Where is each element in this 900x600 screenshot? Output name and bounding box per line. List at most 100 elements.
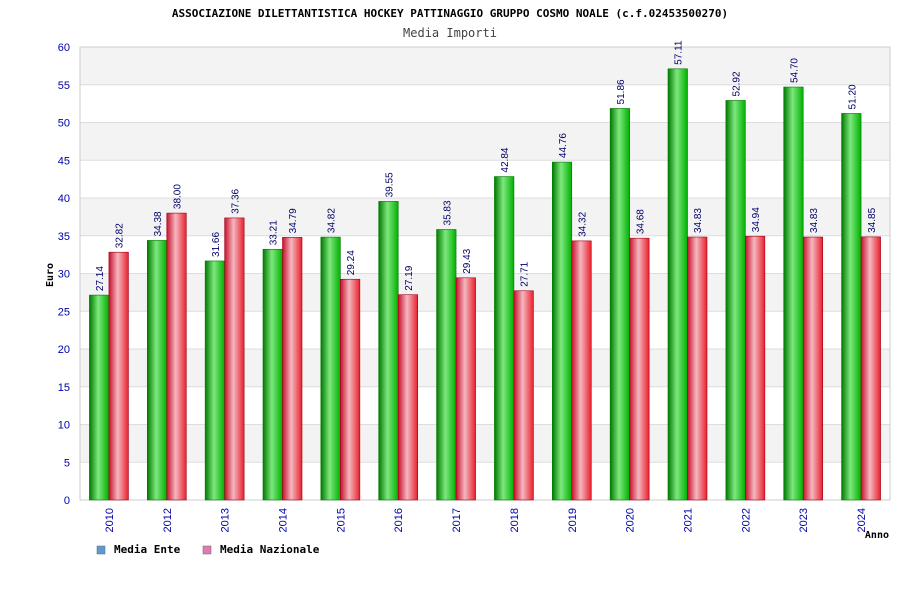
y-tick-label: 45 bbox=[58, 155, 70, 167]
x-tick-label: 2016 bbox=[393, 508, 405, 532]
legend: Media Ente Media Nazionale bbox=[96, 543, 320, 556]
bar-media-nazionale bbox=[340, 278, 361, 501]
bar-media-ente bbox=[551, 161, 573, 501]
y-tick-label: 20 bbox=[58, 344, 70, 356]
grid-band bbox=[80, 198, 890, 236]
y-tick-label: 50 bbox=[58, 118, 70, 130]
data-label: 29.43 bbox=[462, 248, 473, 273]
bar-media-nazionale bbox=[860, 236, 881, 501]
data-label: 27.19 bbox=[404, 265, 415, 290]
grid-band bbox=[80, 424, 890, 463]
data-label: 44.76 bbox=[558, 133, 569, 158]
x-tick-label: 2019 bbox=[567, 508, 579, 532]
bar-media-nazionale bbox=[108, 251, 129, 501]
bar-media-ente bbox=[609, 108, 630, 501]
data-label: 34.32 bbox=[578, 211, 589, 236]
grid-band bbox=[80, 273, 890, 312]
bar-media-nazionale bbox=[802, 236, 824, 501]
data-label: 38.00 bbox=[173, 184, 184, 209]
data-label: 27.71 bbox=[520, 261, 531, 286]
y-tick-label: 5 bbox=[64, 457, 70, 469]
x-tick-label: 2014 bbox=[278, 508, 290, 532]
chart-title: ASSOCIAZIONE DILETTANTISTICA HOCKEY PATT… bbox=[172, 7, 728, 20]
data-label: 34.82 bbox=[327, 208, 338, 233]
data-label: 34.94 bbox=[751, 207, 762, 232]
legend-label-media-nazionale: Media Nazionale bbox=[220, 543, 320, 556]
data-label: 32.82 bbox=[115, 223, 126, 248]
data-label: 27.14 bbox=[95, 266, 106, 291]
y-tick-label: 0 bbox=[64, 495, 70, 507]
legend-swatch-media-ente bbox=[96, 545, 106, 555]
legend-label-media-ente: Media Ente bbox=[114, 543, 181, 556]
data-label: 29.24 bbox=[346, 250, 357, 275]
y-tick-label: 25 bbox=[58, 306, 70, 318]
bar-media-ente bbox=[262, 248, 283, 501]
grid-band bbox=[80, 122, 890, 161]
data-label: 39.55 bbox=[384, 172, 395, 197]
data-label: 37.36 bbox=[230, 188, 241, 213]
bar-media-ente bbox=[204, 260, 225, 501]
bar-media-nazionale bbox=[455, 277, 476, 501]
x-tick-label: 2020 bbox=[625, 508, 637, 532]
data-label: 34.83 bbox=[693, 208, 704, 233]
bar-media-nazionale bbox=[687, 236, 708, 501]
data-label: 42.84 bbox=[500, 147, 511, 172]
x-tick-label: 2013 bbox=[220, 508, 232, 532]
y-tick-label: 35 bbox=[58, 231, 70, 243]
bar-media-ente bbox=[494, 176, 515, 501]
data-label: 34.38 bbox=[153, 211, 164, 236]
y-tick-label: 15 bbox=[58, 382, 70, 394]
bar-media-nazionale bbox=[224, 217, 245, 501]
data-label: 34.83 bbox=[809, 208, 820, 233]
bar-media-ente bbox=[378, 201, 399, 501]
bar-media-ente bbox=[89, 294, 110, 501]
x-tick-label: 2024 bbox=[856, 508, 868, 532]
data-label: 33.21 bbox=[269, 220, 280, 245]
x-tick-label: 2010 bbox=[104, 508, 116, 532]
data-label: 51.86 bbox=[616, 79, 627, 104]
x-tick-label: 2017 bbox=[451, 508, 463, 532]
grid-band bbox=[80, 47, 890, 85]
data-label: 31.66 bbox=[211, 232, 222, 257]
bar-media-ente bbox=[841, 113, 862, 501]
x-tick-label: 2018 bbox=[509, 508, 521, 532]
x-tick-label: 2023 bbox=[798, 508, 810, 532]
data-label: 34.68 bbox=[635, 209, 646, 234]
bar-media-ente bbox=[436, 229, 457, 501]
y-tick-label: 40 bbox=[58, 193, 70, 205]
bar-media-ente bbox=[146, 240, 168, 501]
data-label: 35.83 bbox=[442, 200, 453, 225]
data-label: 34.79 bbox=[288, 208, 299, 233]
bar-media-nazionale bbox=[745, 235, 766, 501]
bar-media-nazionale bbox=[629, 237, 650, 501]
bar-media-ente bbox=[320, 236, 341, 501]
data-label: 52.92 bbox=[732, 71, 743, 96]
bar-media-nazionale bbox=[282, 237, 303, 501]
grid-band bbox=[80, 349, 890, 387]
data-label: 54.70 bbox=[789, 58, 800, 83]
chart-subtitle: Media Importi bbox=[403, 26, 497, 40]
bar-media-nazionale bbox=[397, 294, 419, 501]
y-tick-label: 55 bbox=[58, 80, 70, 92]
x-tick-label: 2012 bbox=[162, 508, 174, 532]
plot-frame bbox=[79, 46, 891, 501]
data-label: 34.85 bbox=[867, 207, 878, 232]
x-tick-label: 2022 bbox=[740, 508, 752, 532]
x-tick-label: 2015 bbox=[335, 508, 347, 532]
data-label: 57.11 bbox=[674, 40, 685, 65]
y-tick-label: 30 bbox=[58, 269, 70, 281]
y-tick-label: 60 bbox=[58, 42, 70, 54]
y-tick-label: 10 bbox=[58, 420, 70, 432]
x-tick-label: 2021 bbox=[683, 508, 695, 532]
data-label: 51.20 bbox=[847, 84, 858, 109]
x-axis-label: Anno bbox=[865, 530, 889, 541]
bar-media-nazionale bbox=[166, 212, 187, 501]
bar-media-nazionale bbox=[571, 240, 592, 501]
y-axis-label: Euro bbox=[45, 263, 56, 287]
plot-area: 0 5 10 15 20 25 30 35 40 45 50 55 60 27.14 32.82 2010 34… bbox=[58, 40, 891, 532]
bar-media-ente bbox=[667, 68, 688, 501]
legend-swatch-media-nazionale bbox=[202, 545, 212, 555]
bar-media-ente bbox=[783, 86, 804, 501]
bar-media-ente bbox=[725, 100, 746, 501]
